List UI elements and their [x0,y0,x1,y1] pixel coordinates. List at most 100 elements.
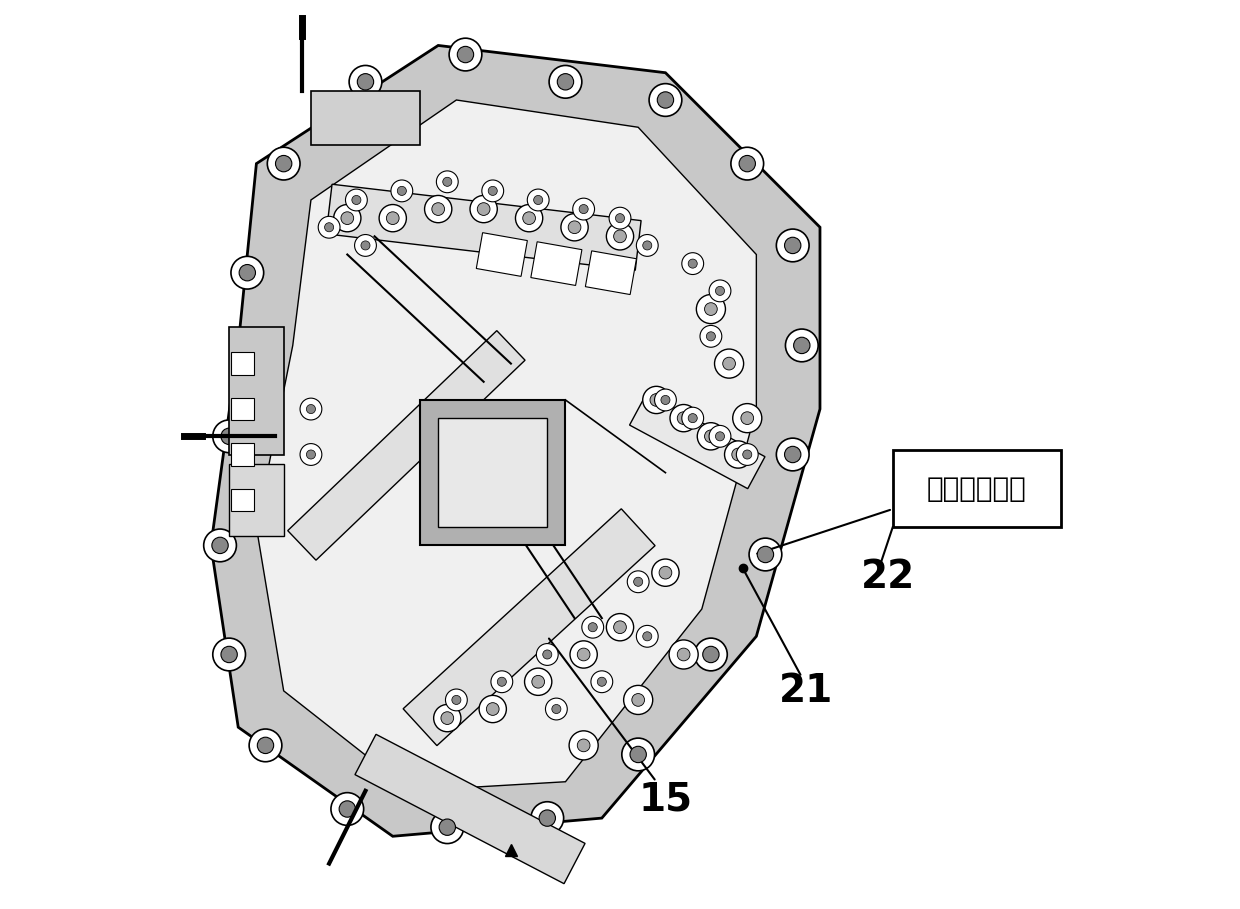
Circle shape [231,256,264,289]
Circle shape [715,432,724,441]
Circle shape [258,737,274,754]
Circle shape [709,280,730,302]
Circle shape [694,638,728,671]
Bar [420,400,565,545]
Bar [232,352,254,375]
Circle shape [758,546,774,563]
Circle shape [733,404,761,433]
Circle shape [479,695,506,723]
Circle shape [670,640,698,669]
Circle shape [749,538,781,571]
Circle shape [221,428,237,445]
Circle shape [642,241,652,250]
Circle shape [319,216,340,238]
Bar [476,233,527,276]
Circle shape [632,694,645,706]
Circle shape [432,203,445,215]
Circle shape [527,189,549,211]
Circle shape [677,648,689,661]
Circle shape [614,621,626,634]
Circle shape [630,746,646,763]
FancyArrow shape [288,331,525,560]
Circle shape [341,212,353,225]
Circle shape [443,177,451,186]
Circle shape [486,703,500,715]
Circle shape [655,389,676,411]
Circle shape [730,147,764,180]
Circle shape [560,214,588,241]
Circle shape [582,616,604,638]
Circle shape [573,198,594,220]
Circle shape [785,446,801,463]
Circle shape [670,405,697,432]
Polygon shape [211,45,820,836]
Circle shape [703,646,719,663]
Circle shape [688,414,697,423]
Bar [311,91,420,145]
Circle shape [424,195,451,223]
Circle shape [578,648,590,661]
Circle shape [570,641,598,668]
Circle shape [697,295,725,324]
Circle shape [732,448,744,461]
Circle shape [591,671,613,693]
Circle shape [531,802,564,834]
Circle shape [352,195,361,205]
Circle shape [537,644,558,665]
Circle shape [477,203,490,215]
Circle shape [350,65,382,98]
Bar [893,450,1061,527]
Circle shape [275,155,291,172]
Circle shape [652,559,680,586]
Circle shape [306,450,315,459]
Circle shape [723,357,735,370]
Bar [232,397,254,420]
Circle shape [785,329,818,362]
Circle shape [615,214,625,223]
Circle shape [532,675,544,688]
FancyArrow shape [403,509,655,745]
Circle shape [325,223,334,232]
Circle shape [704,430,717,443]
Circle shape [568,221,580,234]
Circle shape [743,450,751,459]
Circle shape [609,207,631,229]
FancyArrow shape [630,393,765,489]
Circle shape [439,819,455,835]
Circle shape [715,286,724,295]
Circle shape [621,738,655,771]
Circle shape [533,195,543,205]
Circle shape [441,712,454,724]
Circle shape [709,425,730,447]
Circle shape [642,386,670,414]
Circle shape [660,566,672,579]
Circle shape [361,241,370,250]
Circle shape [339,801,356,817]
Circle shape [707,332,715,341]
Circle shape [497,677,506,686]
Circle shape [546,698,567,720]
Circle shape [776,438,808,471]
Circle shape [212,537,228,554]
Circle shape [523,212,536,225]
Circle shape [516,205,543,232]
Circle shape [203,529,237,562]
Circle shape [436,171,459,193]
Circle shape [489,186,497,195]
Circle shape [682,253,703,275]
Bar [232,444,254,465]
Bar [229,327,284,454]
Circle shape [682,407,703,429]
Circle shape [213,420,246,453]
Circle shape [598,677,606,686]
Circle shape [642,632,652,641]
Circle shape [785,237,801,254]
Bar [232,489,254,511]
Text: 运动控制系统: 运动控制系统 [928,474,1027,503]
Circle shape [588,623,598,632]
Circle shape [704,303,717,315]
FancyArrow shape [326,185,641,270]
Bar [229,464,284,536]
Circle shape [714,349,744,378]
Circle shape [650,394,662,406]
